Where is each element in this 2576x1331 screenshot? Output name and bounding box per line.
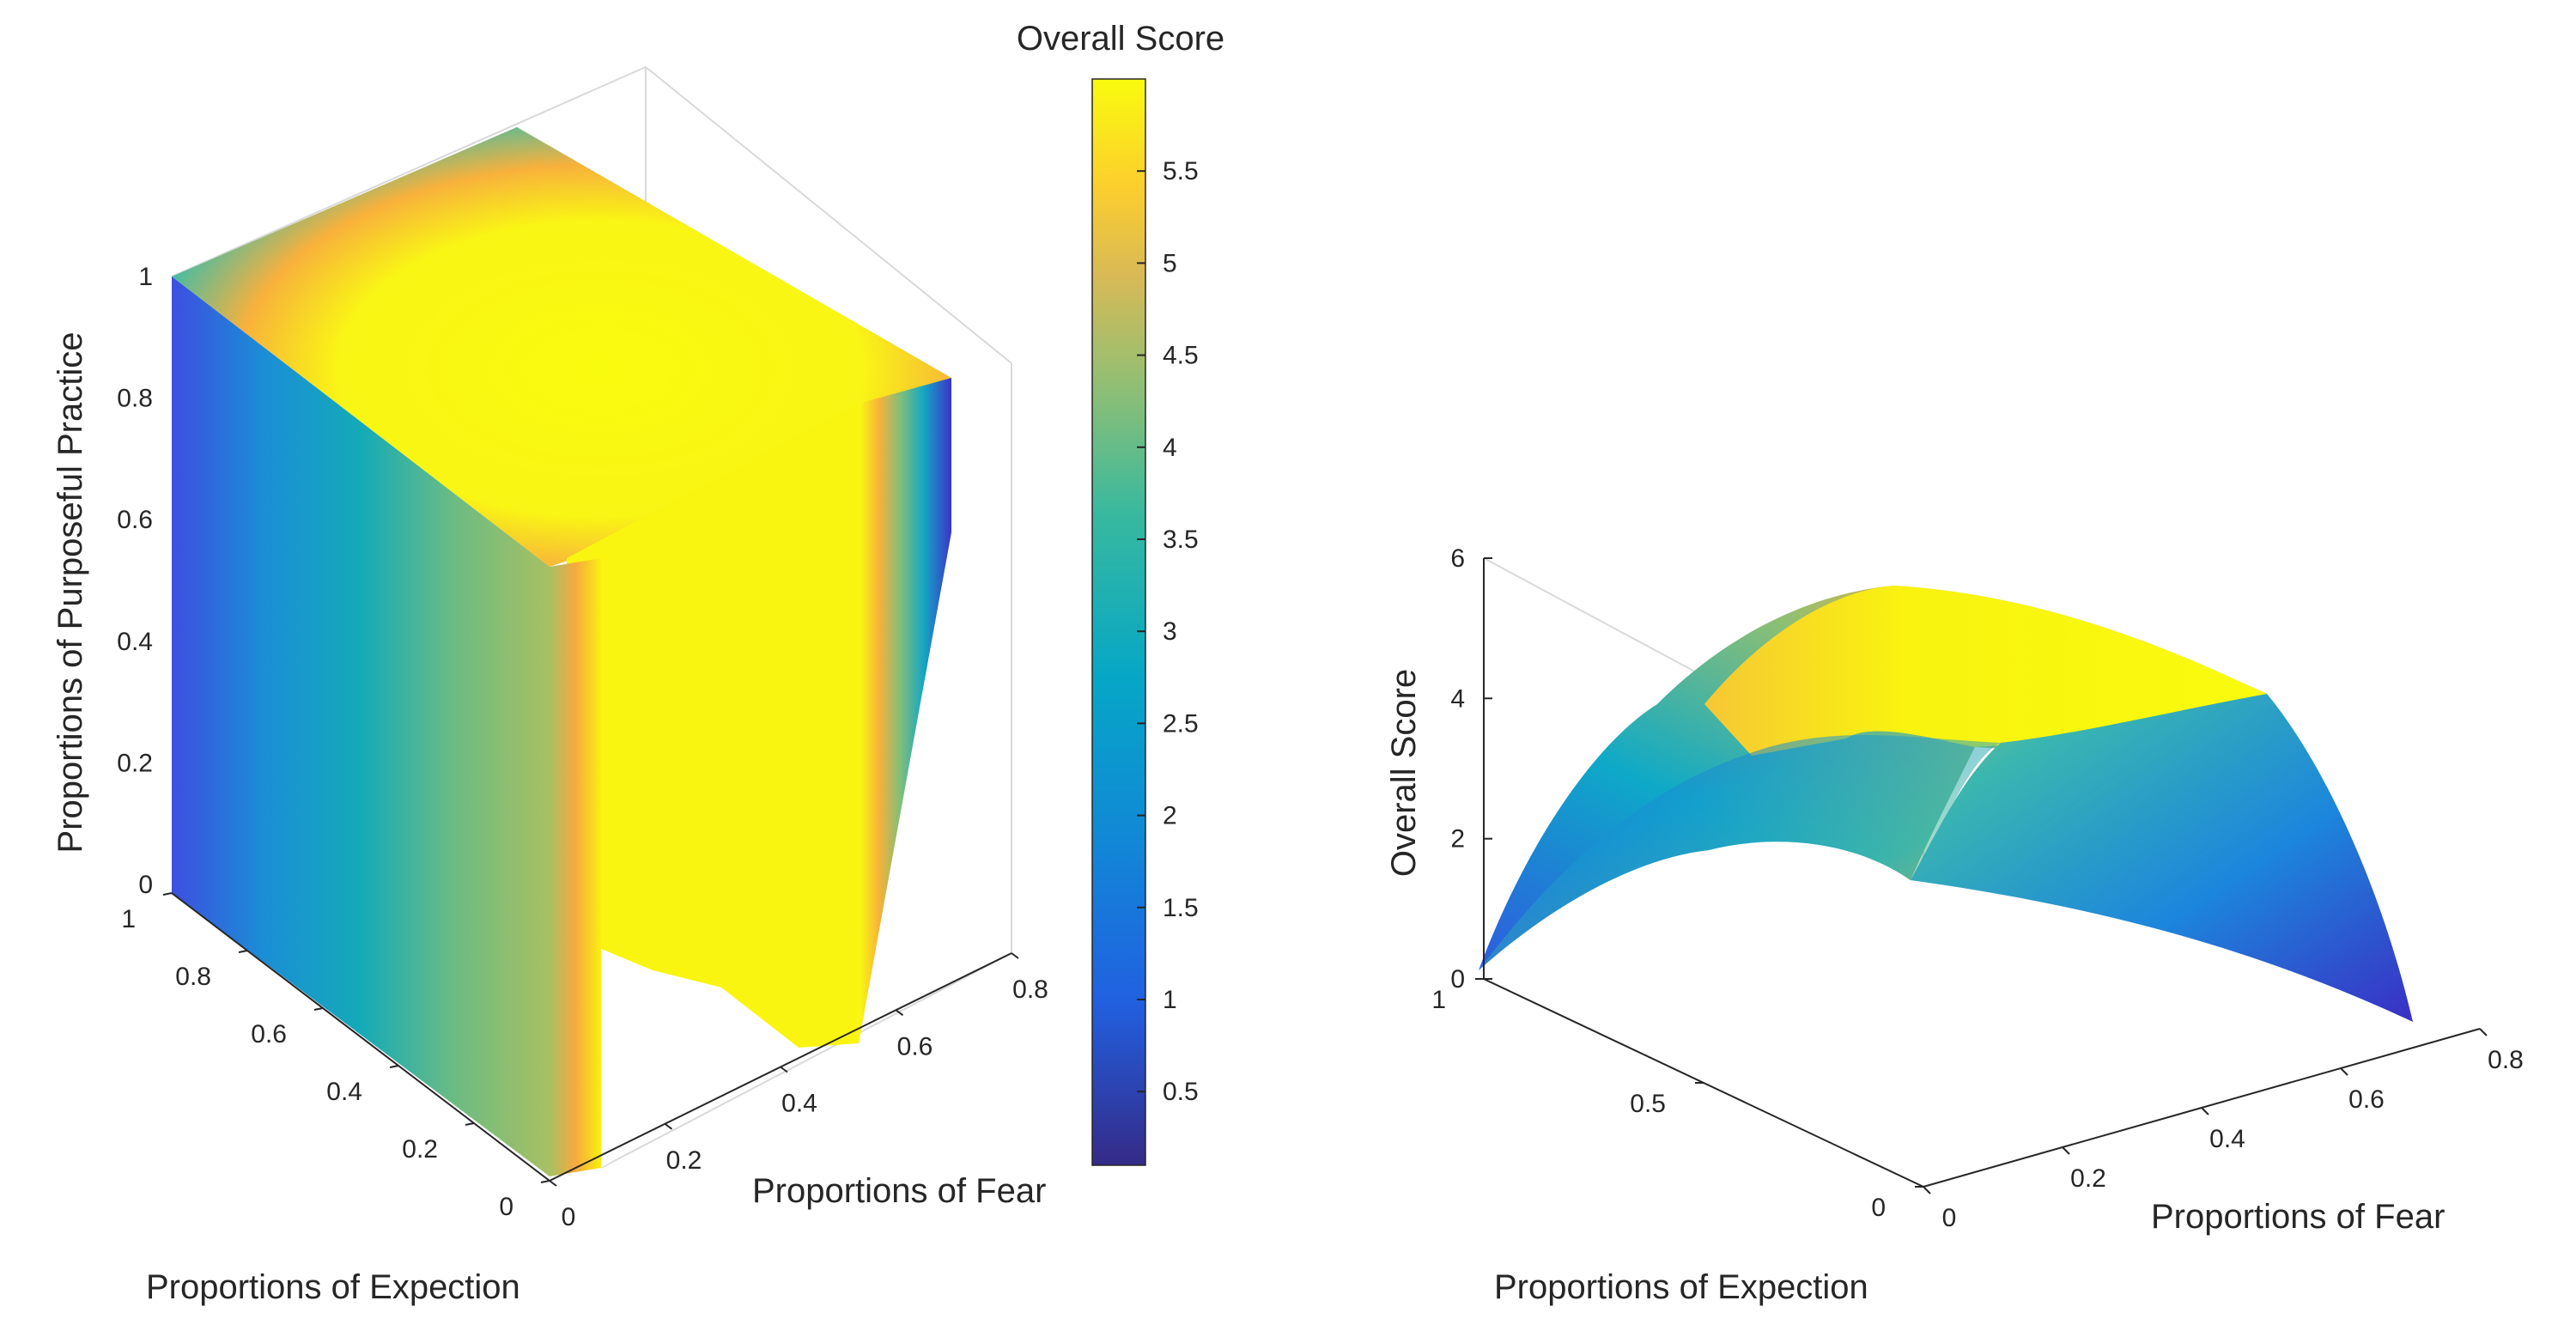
right-x-ticks: 00.51 xyxy=(1431,978,1923,1222)
left-z-tick-label: 0.6 xyxy=(117,506,153,534)
left-y-tick-label: 0 xyxy=(562,1203,576,1231)
left-x-axis-line xyxy=(171,892,550,1182)
right-y-tick-mark xyxy=(2062,1146,2070,1155)
left-x-tick-mark xyxy=(389,1065,399,1068)
colorbar-tick-label: 5 xyxy=(1163,249,1177,277)
left-y-tick-mark xyxy=(549,1180,557,1187)
left-x-tick-label: 0.8 xyxy=(175,963,211,991)
colorbar-bar xyxy=(1091,78,1146,1166)
right-surface-front-left xyxy=(1479,734,2001,970)
right-x-tick-label: 0.5 xyxy=(1630,1090,1666,1118)
right-z-tick-label: 0 xyxy=(1450,965,1465,994)
right-zlabel: Overall Score xyxy=(1385,669,1423,877)
left-y-tick-mark xyxy=(664,1123,673,1130)
left-x-tick-label: 0.6 xyxy=(251,1020,287,1048)
colorbar-ticks: 0.5 1 1.5 2 2.5 3 3.5 4 4.5 5 5.5 xyxy=(1137,157,1199,1106)
left-z-tick-label: 0 xyxy=(138,871,153,899)
colorbar-tick-label: 1 xyxy=(1163,986,1177,1014)
left-inner-face xyxy=(567,404,859,1168)
colorbar-tick-label: 5.5 xyxy=(1163,157,1199,185)
right-y-tick-label: 0.4 xyxy=(2209,1125,2245,1153)
left-x-ticks: 0 0.2 0.4 0.6 0.8 1 xyxy=(121,892,550,1221)
left-z-tick-label: 0.2 xyxy=(117,749,153,777)
left-ylabel: Proportions of Fear xyxy=(752,1172,1046,1210)
colorbar-tick-label: 3.5 xyxy=(1163,526,1199,554)
colorbar-tick-label: 0.5 xyxy=(1163,1078,1199,1106)
colorbar-tick-label: 4.5 xyxy=(1163,342,1199,370)
left-axes: 00.20.40.60.81 00.20.40.60.8 00.20.40.60… xyxy=(52,263,1048,1306)
right-surface-top xyxy=(1704,586,2267,756)
left-y-tick-label: 0.6 xyxy=(897,1032,933,1061)
right-z-ticks: 0 2 4 6 xyxy=(1450,544,1492,994)
left-y-tick-label: 0.8 xyxy=(1012,975,1048,1004)
left-front-face xyxy=(172,277,550,1176)
right-surface-front-right xyxy=(1911,694,2413,1022)
right-ylabel: Proportions of Fear xyxy=(2151,1198,2445,1236)
colorbar-tick-label: 3 xyxy=(1163,617,1177,646)
left-x-tick-mark xyxy=(540,1180,550,1183)
left-x-tick-mark xyxy=(465,1122,475,1126)
right-xlabel: Proportions of Expection xyxy=(1494,1268,1868,1306)
left-floor-edge xyxy=(600,952,1012,1169)
left-y-tick-label: 0.2 xyxy=(666,1146,702,1175)
right-y-tick-label: 0.8 xyxy=(2488,1046,2524,1074)
left-y-tick-mark xyxy=(1011,952,1019,959)
left-band-face xyxy=(550,558,601,1176)
left-z-tick-label: 0.4 xyxy=(117,628,153,656)
right-y-tick-label: 0.2 xyxy=(2070,1164,2106,1193)
left-plot: 00.20.40.60.81 00.20.40.60.8 00.20.40.60… xyxy=(52,20,1224,1306)
right-y-tick-mark xyxy=(1923,1186,1931,1194)
right-x-tick-label: 0 xyxy=(1871,1194,1886,1222)
left-y-tick-mark xyxy=(895,1009,904,1017)
left-surface xyxy=(172,127,951,1176)
right-y-tick-mark xyxy=(2201,1107,2209,1115)
left-x-tick-label: 0.4 xyxy=(326,1078,362,1106)
right-y-tick-label: 0 xyxy=(1942,1204,1957,1232)
left-z-ticks: 0 0.2 0.4 0.6 0.8 1 xyxy=(117,263,153,899)
colorbar-tick-label: 2.5 xyxy=(1163,709,1199,738)
left-z-tick-label: 0.8 xyxy=(117,385,153,413)
left-y-tick-mark xyxy=(780,1066,788,1073)
left-right-side-face xyxy=(859,378,951,1043)
left-x-tick-mark xyxy=(238,950,248,953)
colorbar-tick-label: 4 xyxy=(1163,434,1177,462)
left-x-tick-label: 0.2 xyxy=(402,1135,438,1164)
colorbar-tick-label: 1.5 xyxy=(1163,894,1199,922)
left-xlabel: Proportions of Expection xyxy=(146,1268,520,1306)
right-y-tick-mark xyxy=(2479,1028,2488,1036)
left-zlabel: Proportions of Purposeful Practice xyxy=(52,332,89,854)
right-x-tick-label: 1 xyxy=(1431,986,1446,1014)
left-top-face xyxy=(172,127,951,567)
left-floor-cutout xyxy=(601,949,799,1168)
left-z-tick-label: 1 xyxy=(138,263,153,291)
left-x-tick-mark xyxy=(313,1007,324,1011)
right-y-ticks: 0 0.2 0.4 0.6 0.8 xyxy=(1923,1028,2524,1232)
left-x-tick-label: 1 xyxy=(121,905,136,933)
colorbar-tick-label: 2 xyxy=(1163,802,1177,830)
left-x-tick-mark xyxy=(162,892,173,896)
right-z-tick-label: 2 xyxy=(1450,825,1465,854)
left-y-ticks: 0 0.2 0.4 0.6 0.8 xyxy=(549,952,1048,1231)
right-z-tick-label: 6 xyxy=(1450,544,1465,573)
colorbar-title: Overall Score xyxy=(1017,20,1224,58)
right-y-tick-label: 0.6 xyxy=(2348,1085,2385,1114)
left-x-tick-label: 0 xyxy=(499,1193,513,1221)
left-y-tick-label: 0.4 xyxy=(781,1090,817,1118)
right-z-tick-label: 4 xyxy=(1450,684,1465,713)
colorbar: Overall Score 0.5 1 1.5 2 2.5 3 3.5 4 4.5 5 5.5 xyxy=(1017,20,1224,1166)
right-surface xyxy=(1479,586,2413,1022)
right-y-tick-mark xyxy=(2340,1067,2348,1076)
